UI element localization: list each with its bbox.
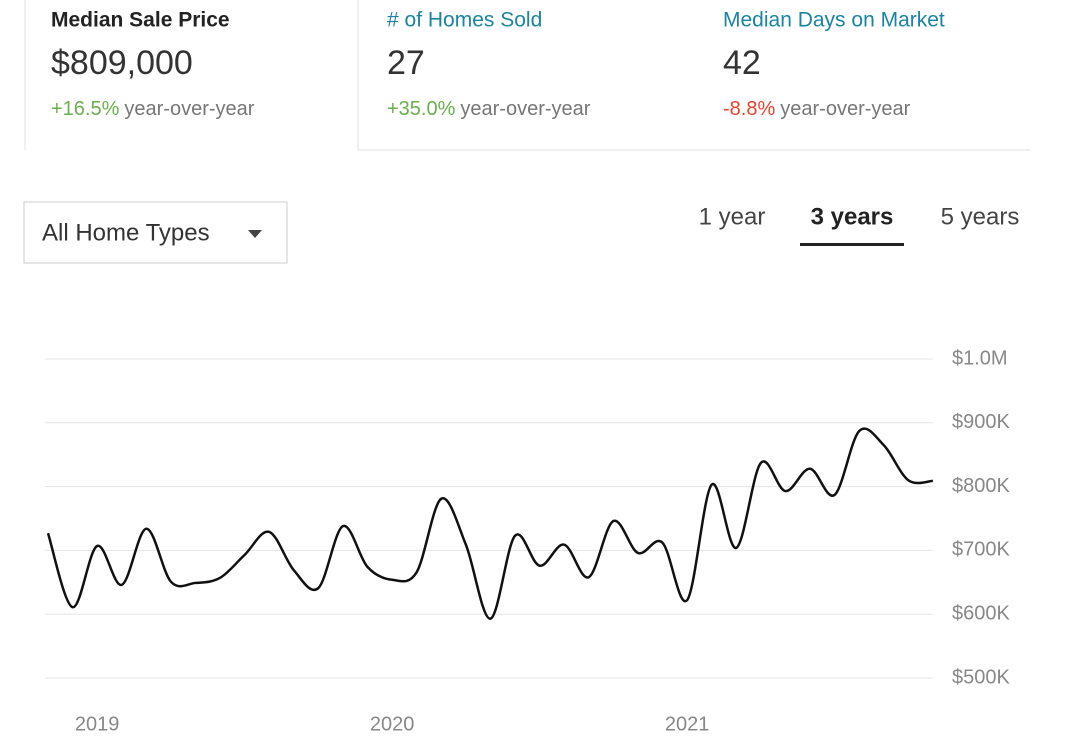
y-tick-label: $900K	[952, 411, 1010, 433]
stat-value: $809,000	[51, 44, 193, 82]
tab-underline	[800, 243, 904, 246]
price-line	[46, 427, 933, 620]
y-tick-label: $700K	[952, 539, 1010, 561]
x-tick-label: 2019	[75, 713, 120, 735]
dropdown-arrow	[248, 230, 262, 238]
range-tab[interactable]: 1 year	[699, 203, 766, 230]
y-tick-label: $600K	[952, 602, 1010, 624]
change-value: +35.0%	[387, 98, 456, 120]
dropdown-label[interactable]: All Home Types	[42, 219, 210, 246]
stat-change: -8.8% year-over-year	[723, 98, 911, 120]
stat-change: +16.5% year-over-year	[51, 98, 255, 120]
stat-label: # of Homes Sold	[387, 9, 542, 32]
stat-value: 42	[723, 44, 761, 82]
stat-label: Median Days on Market	[723, 9, 945, 32]
change-suffix: year-over-year	[460, 98, 590, 120]
y-tick-label: $800K	[952, 475, 1010, 497]
stat-label: Median Sale Price	[51, 9, 230, 32]
x-tick-label: 2021	[665, 713, 710, 735]
stat-change: +35.0% year-over-year	[387, 98, 591, 120]
y-tick-label: $1.0M	[952, 347, 1008, 369]
change-value: -8.8%	[723, 98, 775, 120]
range-tab[interactable]: 5 years	[941, 203, 1020, 230]
range-tab[interactable]: 3 years	[811, 203, 894, 230]
x-tick-label: 2020	[370, 713, 415, 735]
dropdown[interactable]	[23, 201, 288, 264]
change-suffix: year-over-year	[124, 98, 254, 120]
change-value: +16.5%	[51, 98, 120, 120]
change-suffix: year-over-year	[780, 98, 910, 120]
y-tick-label: $500K	[952, 666, 1010, 688]
stat-value: 27	[387, 44, 425, 82]
